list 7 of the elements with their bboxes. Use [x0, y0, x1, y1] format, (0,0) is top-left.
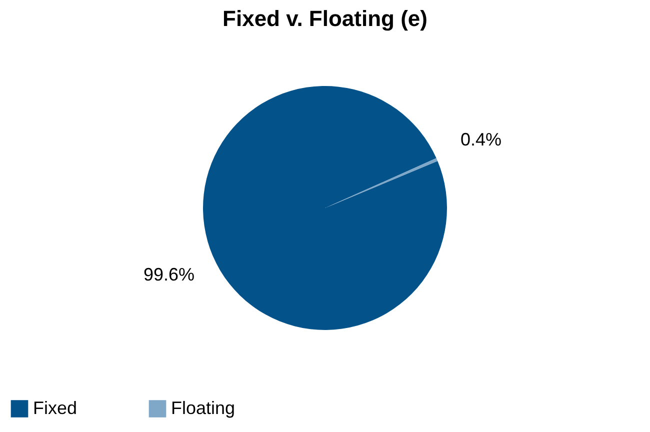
- pie-slice: [325, 158, 438, 208]
- data-label: 0.4%: [460, 130, 502, 150]
- chart-title: Fixed v. Floating (e): [222, 6, 428, 31]
- pie-slice: [203, 86, 447, 330]
- legend-label: Fixed: [33, 398, 78, 418]
- data-label: 99.6%: [143, 264, 194, 284]
- legend-label: Floating: [171, 398, 236, 418]
